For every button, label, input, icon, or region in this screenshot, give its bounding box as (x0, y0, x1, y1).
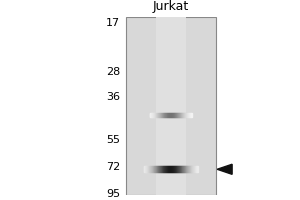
Polygon shape (217, 164, 232, 174)
Bar (126, 17, 216, 195)
Text: 36: 36 (106, 92, 120, 102)
Text: 55: 55 (106, 135, 120, 145)
Text: Jurkat: Jurkat (153, 0, 189, 13)
Bar (156, 17, 186, 195)
Text: 95: 95 (106, 189, 120, 199)
Text: 28: 28 (106, 67, 120, 77)
Text: 17: 17 (106, 18, 120, 28)
Text: 72: 72 (106, 162, 120, 172)
